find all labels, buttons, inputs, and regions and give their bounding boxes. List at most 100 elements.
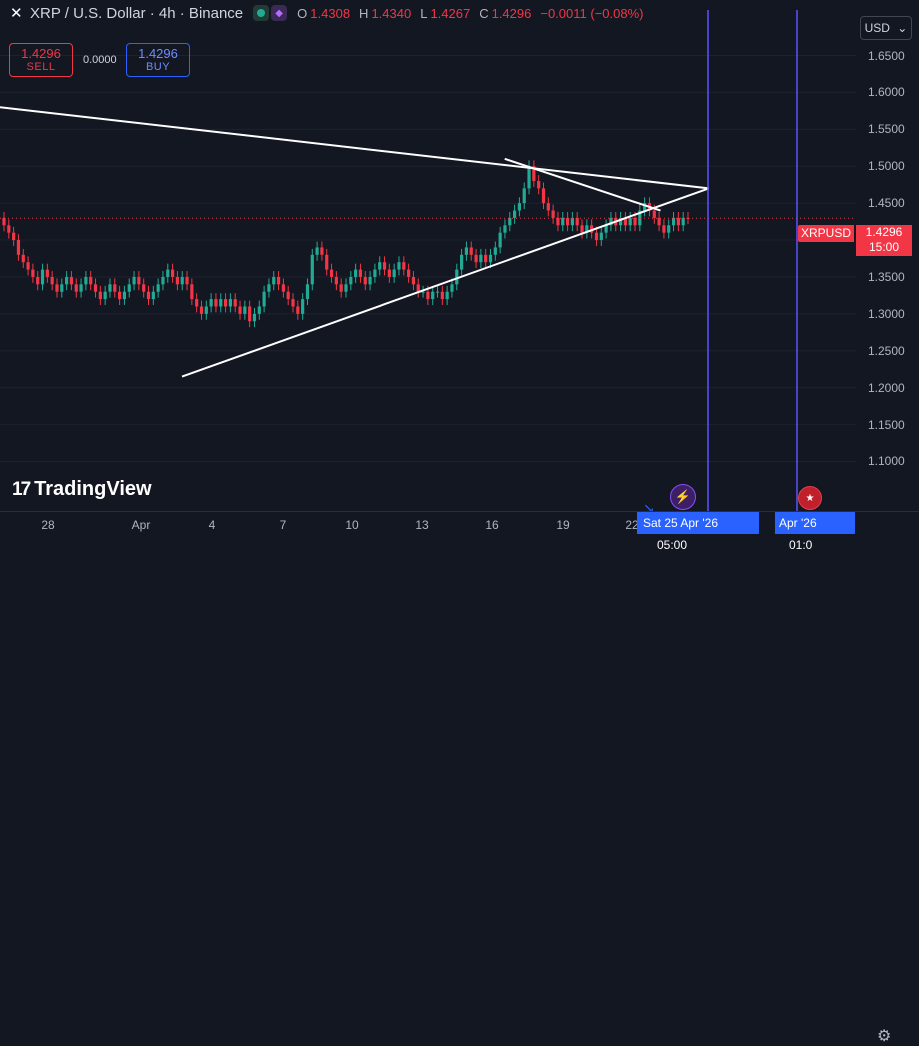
candle-body xyxy=(585,225,589,233)
high-value: 1.4340 xyxy=(371,5,412,21)
candle-body xyxy=(113,284,117,292)
candle-body xyxy=(387,269,391,277)
candle-body xyxy=(633,217,637,226)
last-price-tag: 1.4296 15:00 xyxy=(856,225,912,256)
currency-label: USD xyxy=(864,21,890,35)
time-scale[interactable]: ⚙ 28 Apr 4 7 10 13 16 19 22 xyxy=(0,511,919,1045)
market-open-icon xyxy=(253,5,270,21)
candle-body xyxy=(156,284,160,292)
candle-body xyxy=(363,276,367,285)
candle-body xyxy=(561,217,565,226)
candle-body xyxy=(50,276,54,285)
candle-body xyxy=(440,291,444,300)
candle-body xyxy=(618,217,623,226)
price-tick: 1.5500 xyxy=(868,122,905,137)
candle-body xyxy=(339,284,343,292)
price-tick: 1.4500 xyxy=(868,196,905,211)
time-tick: 7 xyxy=(279,518,287,532)
time-tick: 10 xyxy=(345,518,359,532)
tradingview-logo[interactable]: 17 TradingView xyxy=(12,478,152,501)
candle-body xyxy=(228,299,232,307)
tradingview-logo-icon: 17 xyxy=(12,478,31,500)
candle-body xyxy=(65,276,69,285)
candle-body xyxy=(301,299,305,314)
candle-body xyxy=(455,269,459,285)
price-tick: 1.3000 xyxy=(868,306,905,321)
candle-body xyxy=(522,188,526,204)
candle-body xyxy=(190,284,194,300)
candle-body xyxy=(146,291,151,300)
candle-body xyxy=(565,217,570,226)
candle-body xyxy=(599,232,603,241)
candle-body xyxy=(493,247,497,255)
candle-body xyxy=(411,276,416,285)
candle-body xyxy=(60,284,64,292)
candle-body xyxy=(31,269,35,277)
candle-body xyxy=(580,225,584,233)
arrow-down-right-icon: ↘ xyxy=(643,500,655,516)
candle-body xyxy=(243,306,247,314)
candle-body xyxy=(291,299,295,307)
candle-body xyxy=(667,225,671,233)
price-tick: 1.3500 xyxy=(868,269,905,284)
us-flag-icon[interactable]: ★ xyxy=(798,486,822,510)
candle-body xyxy=(488,254,493,263)
candle-body xyxy=(460,254,464,270)
candle-body xyxy=(26,262,30,270)
time-tick: 28 xyxy=(41,518,55,532)
crosshair-date-label: Sat 25 Apr '26 05:00 xyxy=(637,512,759,552)
candle-body xyxy=(570,217,574,226)
candle-body xyxy=(175,276,180,285)
candle-body xyxy=(55,284,59,292)
candle-body xyxy=(382,262,387,270)
buy-button[interactable]: 1.4296 BUY xyxy=(126,43,190,77)
currency-selector[interactable]: USD ⌄ xyxy=(860,16,912,40)
symbol-price-tag: XRPUSD xyxy=(798,225,854,242)
time-text-2: 01:0 xyxy=(789,538,813,552)
candle-body xyxy=(320,247,324,255)
candle-body xyxy=(541,188,546,204)
candle-body xyxy=(527,166,531,189)
symbol-title[interactable]: XRP / U.S. Dollar · 4h · Binance xyxy=(30,4,244,22)
close-value: 1.4296 xyxy=(491,5,532,21)
indicator-icon[interactable]: ◆ xyxy=(271,5,288,21)
time-tick: 22 xyxy=(625,518,639,532)
candle-body xyxy=(185,276,189,285)
candle-body xyxy=(223,299,228,307)
candle-body xyxy=(681,217,685,226)
sell-button[interactable]: 1.4296 SELL xyxy=(9,43,73,77)
candle-body xyxy=(657,217,661,226)
candle-body xyxy=(450,284,454,292)
candle-body xyxy=(652,210,656,218)
time-tick: 16 xyxy=(485,518,499,532)
candle-body xyxy=(84,276,88,285)
chevron-down-icon: ⌄ xyxy=(897,21,908,35)
candle-body xyxy=(435,291,440,293)
chart-canvas[interactable] xyxy=(0,0,856,511)
chart-area[interactable] xyxy=(0,0,856,511)
candle-body xyxy=(368,276,372,285)
event-icon[interactable]: ⚡ xyxy=(670,484,696,510)
buy-price: 1.4296 xyxy=(138,46,178,61)
candle-body xyxy=(464,247,469,255)
candle-body xyxy=(532,166,536,181)
candle-body xyxy=(166,269,170,277)
spread-value: 0.0000 xyxy=(83,54,117,66)
candle-body xyxy=(431,291,435,300)
candle-body xyxy=(604,225,608,233)
candle-body xyxy=(662,225,666,233)
candle-body xyxy=(248,306,252,322)
close-icon[interactable]: ✕ xyxy=(10,5,23,22)
candle-body xyxy=(329,269,334,277)
candle-body xyxy=(517,203,522,211)
candle-body xyxy=(671,217,676,226)
candle-body xyxy=(334,276,338,285)
gear-icon[interactable]: ⚙ xyxy=(877,1028,892,1045)
trendline-descending-resistance xyxy=(0,106,709,190)
time-tick: Apr xyxy=(131,518,151,532)
change-value: −0.0011 (−0.08%) xyxy=(540,5,644,21)
candle-body xyxy=(151,291,155,300)
candle-body xyxy=(219,299,223,307)
open-value: 1.4308 xyxy=(310,5,351,21)
candle-body xyxy=(137,276,141,285)
